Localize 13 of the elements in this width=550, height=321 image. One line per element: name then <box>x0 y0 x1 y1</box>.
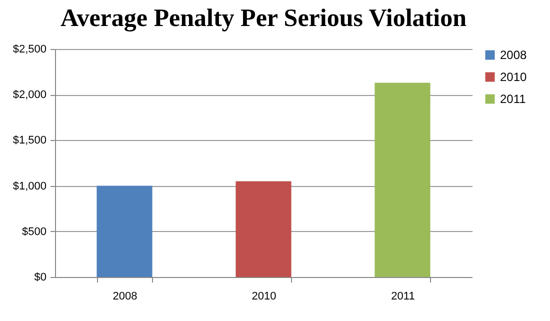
legend-label: 2008 <box>500 48 528 62</box>
legend-label: 2010 <box>500 70 528 84</box>
x-tick-label: 2010 <box>252 290 276 302</box>
x-tick-label: 2011 <box>391 290 415 302</box>
y-tick-label: $1,500 <box>12 134 46 147</box>
y-tick-label: $0 <box>34 272 46 284</box>
y-tick-label: $1,000 <box>12 180 46 192</box>
chart-title: Average Penalty Per Serious Violation <box>60 5 467 32</box>
x-tick-label: 2008 <box>112 290 138 302</box>
y-tick-label: $500 <box>22 226 46 238</box>
legend-label: 2011 <box>500 92 526 106</box>
y-tick-label: $2,000 <box>12 89 46 102</box>
y-tick-label: $2,500 <box>12 44 46 56</box>
